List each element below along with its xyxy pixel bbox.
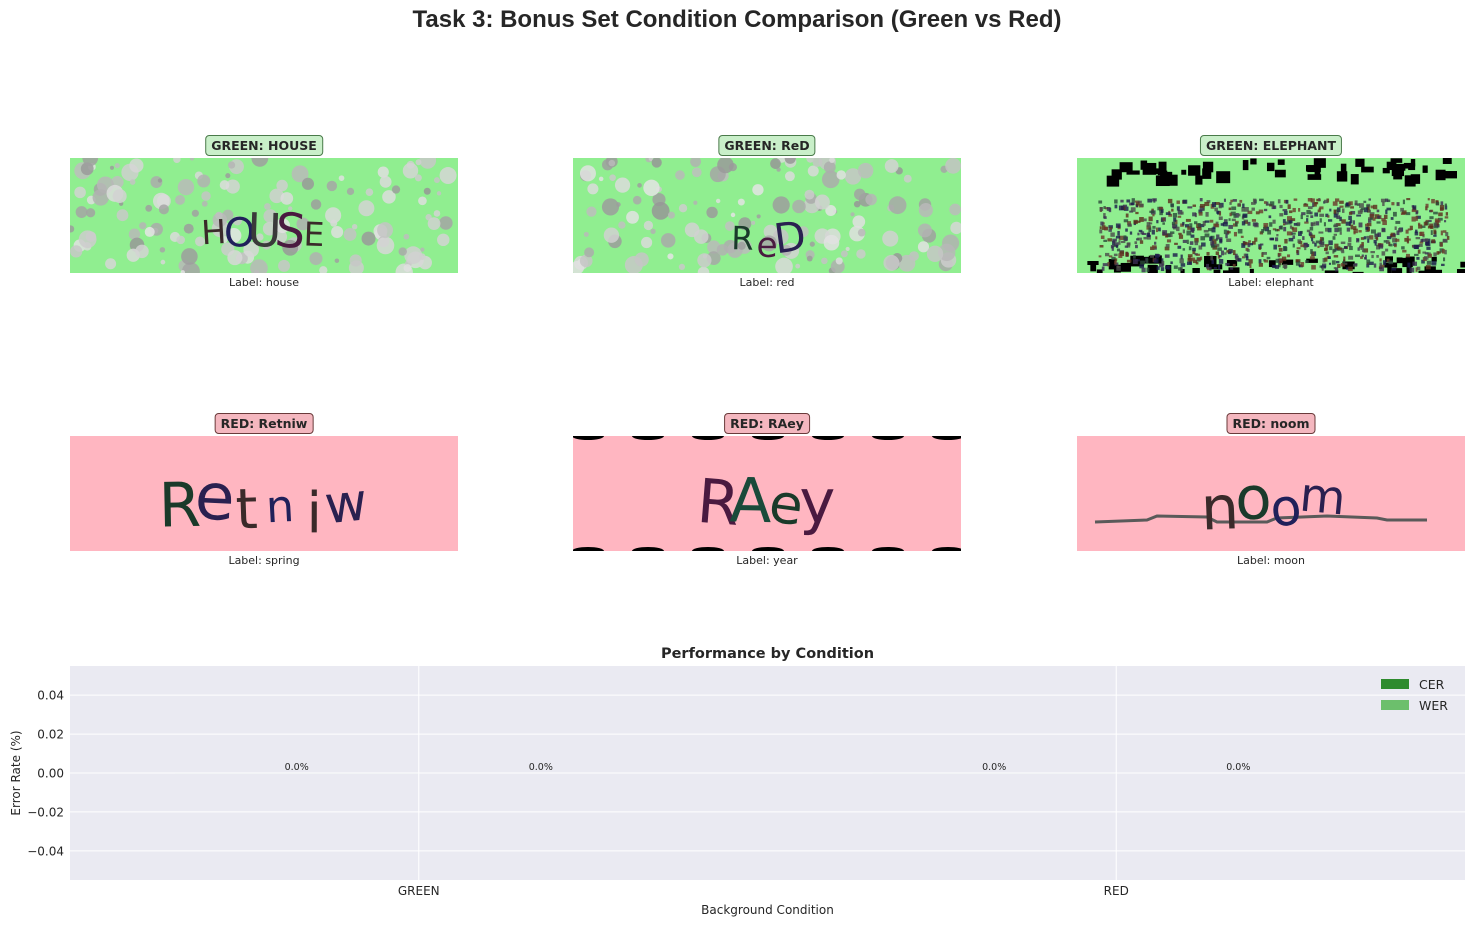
bar-value-label: 0.0% [1226,762,1250,773]
svg-text:w: w [322,472,370,536]
svg-text:e: e [756,226,778,266]
svg-text:i: i [306,481,322,546]
sample-background [573,436,961,551]
svg-text:o: o [1267,477,1305,539]
svg-text:e: e [193,459,236,536]
x-axis-label: Background Condition [701,903,834,917]
sample-background [1077,436,1465,551]
sample-image-3 [1077,158,1465,273]
svg-text:R: R [158,470,202,542]
svg-text:E: E [303,215,325,254]
svg-text:R: R [731,219,754,258]
noise-dots [70,158,457,273]
captcha-text: HOUSE [200,203,325,261]
y-tick-label: −0.02 [27,805,64,819]
y-tick-label: 0.00 [37,767,64,781]
svg-text:D: D [771,211,809,263]
legend-swatch-wer [1381,700,1409,710]
sample-caption-5: Label: year [736,554,798,567]
sample-badge-6: RED: noom [1226,413,1316,434]
captcha-text: RAey [695,465,836,540]
x-tick-label: RED [1104,884,1129,898]
svg-text:A: A [729,465,772,537]
svg-text:o: o [1234,464,1274,535]
y-axis-label: Error Rate (%) [9,730,23,815]
bar-value-label: 0.0% [529,762,553,773]
sample-badge-2: GREEN: ReD [718,135,816,156]
svg-text:n: n [265,481,296,533]
figure-title: Task 3: Bonus Set Condition Comparison (… [412,6,1062,33]
captcha-text: Ret n i w [158,459,370,546]
y-tick-label: −0.04 [27,844,64,858]
svg-text:m: m [1297,468,1348,527]
sample-badge-1: GREEN: HOUSE [205,135,323,156]
svg-text:t: t [235,477,259,543]
edge-dots [573,436,961,551]
svg-text:n: n [1199,473,1240,544]
svg-text:H: H [200,212,227,252]
sample-caption-4: Label: spring [228,554,300,567]
legend-swatch-cer [1381,679,1409,689]
svg-text:S: S [273,203,308,261]
legend-label-cer: CER [1419,677,1445,692]
y-tick-label: 0.04 [37,689,64,703]
sample-badge-3: GREEN: ELEPHANT [1199,135,1343,156]
legend: CER WER [1381,677,1448,713]
sample-caption-1: Label: house [228,276,300,289]
sample-caption-6: Label: moon [1236,554,1306,567]
noise-dots [573,158,961,273]
captcha-text: noom [1199,464,1348,545]
chart-title: Performance by Condition [661,646,874,662]
legend-label-wer: WER [1419,698,1448,713]
x-tick-label: GREEN [398,884,440,898]
sample-caption-2: Label: red [739,276,795,289]
performance-chart: Performance by Condition −0.04 −0.02 0.00 0.… [9,646,1465,917]
svg-text:U: U [247,203,283,258]
svg-text:R: R [695,467,743,540]
strike-line [1094,514,1427,524]
svg-text:y: y [799,467,835,537]
sample-badge-4: RED: Retniw [214,413,314,434]
bar-value-label: 0.0% [285,762,309,773]
bar-value-label: 0.0% [982,762,1006,773]
svg-text:e: e [765,470,807,538]
y-tick-label: 0.02 [37,728,64,742]
svg-text:O: O [223,210,256,257]
sample-caption-3: Label: elephant [1228,276,1314,289]
sample-background [70,436,458,551]
noise-pixels [1087,158,1465,273]
sample-badge-5: RED: RAey [724,413,810,434]
